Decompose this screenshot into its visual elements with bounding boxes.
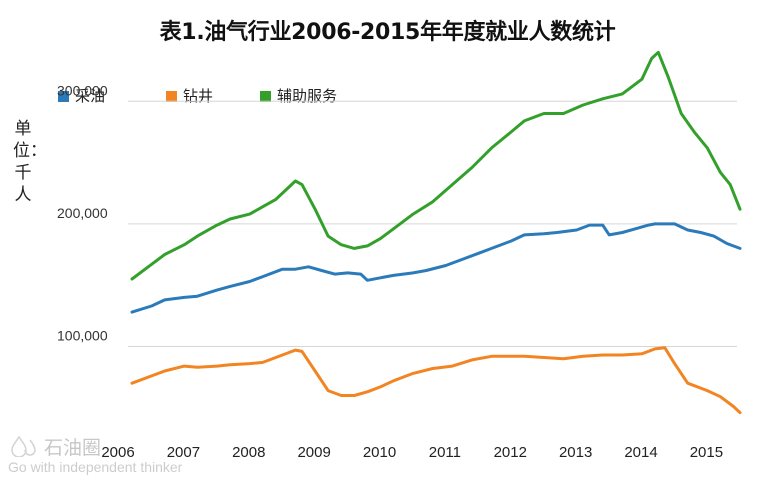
x-tick-label: 2015 — [690, 444, 723, 461]
y-tick-label: 100,000 — [57, 327, 108, 343]
x-tick-label: 2010 — [363, 444, 396, 461]
watermark-slogan: Go with independent thinker — [8, 459, 183, 475]
legend-swatch-production — [58, 91, 69, 102]
legend-item-support-services: 辅助服务 — [260, 85, 337, 106]
x-tick-labels: 2006 2007 2008 2009 2010 2011 2012 2013 2014 2015 — [101, 444, 723, 461]
legend-item-production: 采油 — [58, 85, 105, 106]
legend-swatch-support-services — [260, 91, 271, 102]
x-tick-label: 2014 — [624, 444, 657, 461]
watermark: 石油圈 Go with independent thinker — [8, 433, 228, 481]
x-tick-label: 2007 — [167, 444, 200, 461]
legend-label-production: 采油 — [75, 87, 106, 105]
series-layer — [130, 50, 742, 415]
watermark-brand: 石油圈 — [44, 437, 102, 459]
gridlines — [128, 100, 737, 347]
x-tick-label: 2008 — [232, 444, 265, 461]
series-line-2 — [130, 50, 742, 281]
x-tick-label: 2009 — [297, 444, 330, 461]
series-line-1 — [130, 346, 742, 415]
oil-drop-logo-icon — [11, 435, 36, 457]
chart-title: 表1.油气行业2006-2015年年度就业人数统计 — [159, 20, 616, 45]
x-tick-label: 2006 — [101, 444, 134, 461]
y-tick-label: 300,000 — [57, 82, 108, 98]
x-tick-label: 2013 — [559, 444, 592, 461]
y-tick-label: 200,000 — [57, 205, 108, 221]
series-line-0 — [130, 222, 742, 314]
legend-label-drilling: 钻井 — [183, 87, 214, 105]
legend-item-drilling: 钻井 — [166, 85, 213, 106]
y-tick-labels: 100,000 200,000 300,000 — [57, 82, 108, 343]
legend-label-support-services: 辅助服务 — [277, 87, 338, 105]
legend-swatch-drilling — [166, 91, 177, 102]
x-tick-label: 2011 — [429, 444, 461, 461]
x-tick-label: 2012 — [494, 444, 527, 461]
